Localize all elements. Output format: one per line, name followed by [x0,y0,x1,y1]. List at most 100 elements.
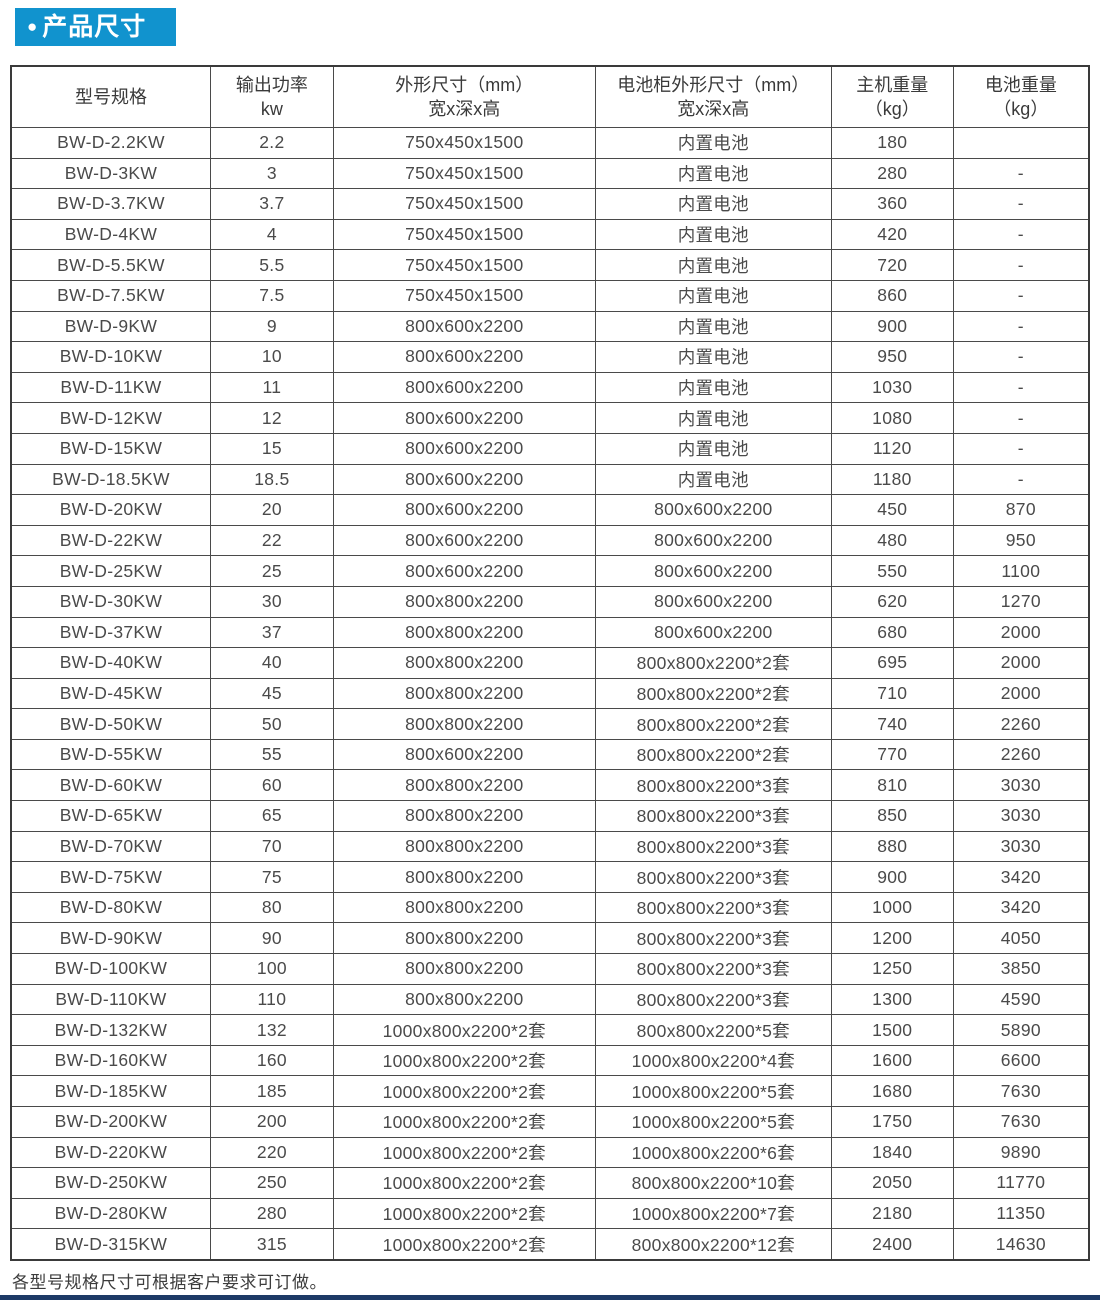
table-row: BW-D-40KW 40 800x800x2200 800x800x2200*2套 69… [10,647,1090,679]
cell-battery-weight: 870 [952,494,1090,526]
cell-output-power: 55 [209,738,334,771]
cell-overall-dimensions: 800x800x2200 [332,647,596,679]
cell-model: BW-D-60KW [10,769,211,802]
cell-battery-weight: - [952,279,1090,312]
cell-battery-weight: - [952,432,1090,465]
cell-battery-cabinet-dimensions: 800x800x2200*5套 [594,1014,832,1046]
cell-output-power: 50 [209,708,334,740]
cell-host-weight: 1840 [830,1136,954,1169]
table-row: BW-D-10KW 10 800x600x2200 内置电池 950- [10,341,1090,373]
table-row: BW-D-110KW 110 800x800x2200 800x800x2200*3套… [10,983,1090,1016]
col-header-battery-weight: 电池重量 （kg） [952,65,1090,128]
cell-battery-weight: 3030 [952,769,1090,802]
cell-output-power: 7.5 [209,279,334,312]
cell-overall-dimensions: 800x600x2200 [332,341,596,373]
cell-battery-weight: - [952,371,1090,404]
cell-battery-cabinet-dimensions: 800x800x2200*3套 [594,891,832,924]
cell-host-weight: 1200 [830,922,954,955]
cell-model: BW-D-90KW [10,922,211,955]
table-row: BW-D-220KW 220 1000x800x2200*2套 1000x800x22… [10,1136,1090,1169]
cell-model: BW-D-110KW [10,983,211,1016]
header-line: 宽x深x高 [428,99,501,119]
table-row: BW-D-12KW 12 800x600x2200 内置电池 1080- [10,402,1090,434]
cell-battery-weight: 2260 [952,738,1090,771]
cell-host-weight: 880 [830,830,954,863]
cell-host-weight: 1030 [830,371,954,404]
cell-overall-dimensions: 1000x800x2200*2套 [332,1197,596,1230]
cell-battery-cabinet-dimensions: 内置电池 [594,432,832,465]
cell-overall-dimensions: 800x600x2200 [332,371,596,404]
cell-host-weight: 2180 [830,1197,954,1230]
cell-battery-weight: 7630 [952,1106,1090,1138]
cell-output-power: 75 [209,861,334,893]
cell-host-weight: 360 [830,188,954,220]
cell-battery-cabinet-dimensions: 内置电池 [594,310,832,343]
cell-model: BW-D-280KW [10,1197,211,1230]
cell-host-weight: 450 [830,494,954,526]
cell-output-power: 65 [209,800,334,832]
cell-battery-cabinet-dimensions: 800x800x2200*3套 [594,830,832,863]
cell-battery-cabinet-dimensions: 1000x800x2200*4套 [594,1044,832,1077]
cell-overall-dimensions: 800x800x2200 [332,922,596,955]
cell-battery-weight: 6600 [952,1044,1090,1077]
cell-battery-weight: 5890 [952,1014,1090,1046]
table-row: BW-D-50KW 50 800x800x2200 800x800x2200*2套 74… [10,708,1090,740]
cell-overall-dimensions: 800x800x2200 [332,800,596,832]
cell-overall-dimensions: 750x450x1500 [332,127,596,159]
table-row: BW-D-3.7KW 3.7 750x450x1500 内置电池 360- [10,188,1090,220]
header-line: 主机重量 [856,75,929,95]
cell-overall-dimensions: 800x800x2200 [332,983,596,1016]
cell-battery-cabinet-dimensions: 1000x800x2200*5套 [594,1106,832,1138]
cell-host-weight: 2050 [830,1167,954,1199]
cell-model: BW-D-80KW [10,891,211,924]
table-row: BW-D-100KW 100 800x800x2200 800x800x2200*3套… [10,953,1090,985]
cell-overall-dimensions: 750x450x1500 [332,249,596,281]
col-header-output-power: 输出功率 kw [209,65,334,128]
cell-model: BW-D-55KW [10,738,211,771]
cell-battery-weight: 3850 [952,953,1090,985]
cell-battery-weight: 2000 [952,647,1090,679]
col-header-model: 型号规格 [10,65,211,128]
cell-battery-weight: 2000 [952,677,1090,710]
cell-model: BW-D-132KW [10,1014,211,1046]
cell-battery-weight: 11770 [952,1167,1090,1199]
cell-model: BW-D-25KW [10,555,211,587]
cell-overall-dimensions: 800x600x2200 [332,555,596,587]
table-header: 型号规格 输出功率 kw 外形尺寸（mm） 宽x深x高 电池柜外形尺寸（mm） … [10,65,1090,128]
header-line: 宽x深x高 [677,99,750,119]
cell-output-power: 100 [209,953,334,985]
cell-battery-weight [952,127,1090,159]
cell-host-weight: 720 [830,249,954,281]
cell-output-power: 40 [209,647,334,679]
cell-output-power: 3 [209,157,334,190]
cell-model: BW-D-315KW [10,1228,211,1261]
cell-battery-cabinet-dimensions: 内置电池 [594,402,832,434]
cell-model: BW-D-37KW [10,616,211,649]
cell-host-weight: 1600 [830,1044,954,1077]
cell-overall-dimensions: 800x800x2200 [332,616,596,649]
cell-overall-dimensions: 1000x800x2200*2套 [332,1075,596,1107]
cell-model: BW-D-40KW [10,647,211,679]
table-row: BW-D-2.2KW 2.2 750x450x1500 内置电池 180 [10,127,1090,159]
cell-model: BW-D-20KW [10,494,211,526]
table-row: BW-D-280KW 280 1000x800x2200*2套 1000x800x22… [10,1197,1090,1230]
cell-overall-dimensions: 800x600x2200 [332,524,596,557]
cell-host-weight: 900 [830,310,954,343]
cell-host-weight: 770 [830,738,954,771]
cell-battery-cabinet-dimensions: 内置电池 [594,341,832,373]
cell-model: BW-D-45KW [10,677,211,710]
cell-host-weight: 810 [830,769,954,802]
cell-host-weight: 1000 [830,891,954,924]
table-row: BW-D-55KW 55 800x600x2200 800x800x2200*2套 77… [10,738,1090,771]
cell-overall-dimensions: 800x800x2200 [332,953,596,985]
cell-output-power: 70 [209,830,334,863]
footnote-text: 各型号规格尺寸可根据客户要求可订做。 [12,1273,327,1292]
cell-battery-weight: 14630 [952,1228,1090,1261]
table-row: BW-D-80KW 80 800x800x2200 800x800x2200*3套 10… [10,891,1090,924]
cell-output-power: 37 [209,616,334,649]
col-header-host-weight: 主机重量 （kg） [830,65,954,128]
cell-battery-weight: - [952,249,1090,281]
cell-battery-weight: 1100 [952,555,1090,587]
cell-output-power: 200 [209,1106,334,1138]
cell-battery-weight: - [952,341,1090,373]
